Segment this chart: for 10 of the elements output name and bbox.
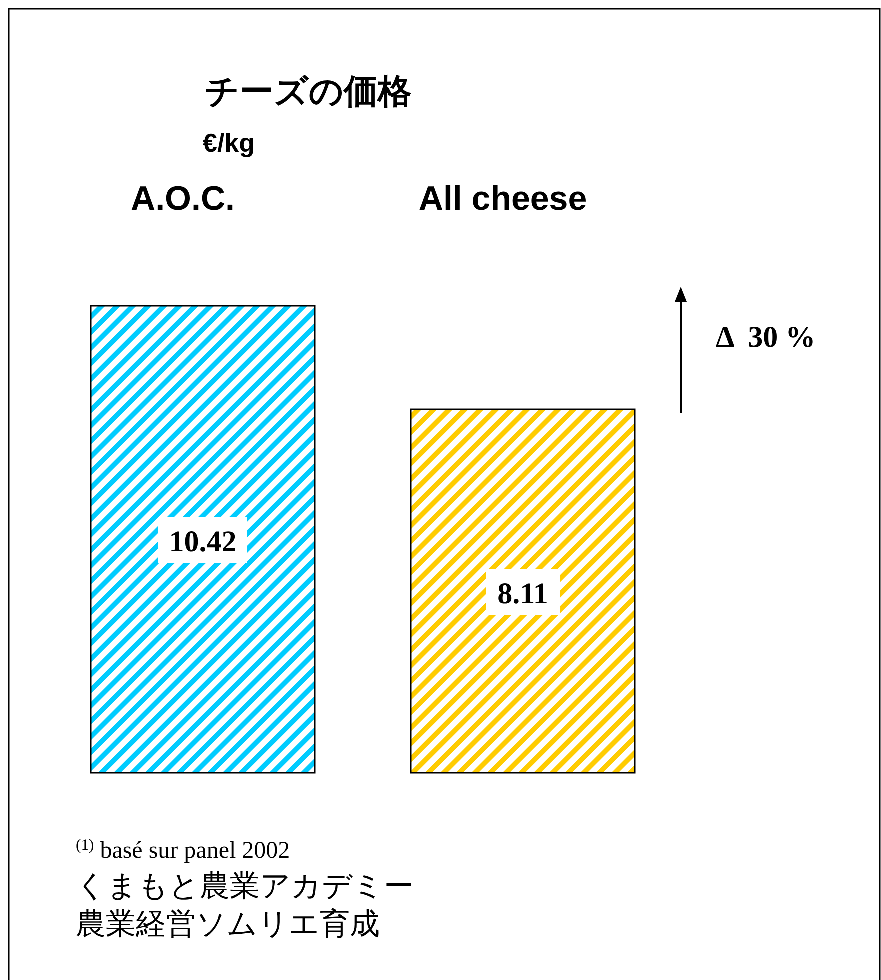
- data-label: 10.42: [169, 526, 237, 558]
- chart-title: チーズの価格: [205, 73, 412, 111]
- text: くまもと農業アカデミー: [76, 870, 414, 903]
- y-axis-title: €/kg: [203, 128, 256, 158]
- text: 農業経営ソムリエ育成: [76, 908, 380, 941]
- text: $^{(1)}$ basé sur panel 2002: [76, 836, 290, 864]
- x-tick-label: A.O.C.: [131, 180, 235, 218]
- x-tick-label: All cheese: [418, 180, 588, 218]
- text: Δ 30 %: [716, 321, 816, 354]
- data-label: 8.11: [498, 577, 548, 610]
